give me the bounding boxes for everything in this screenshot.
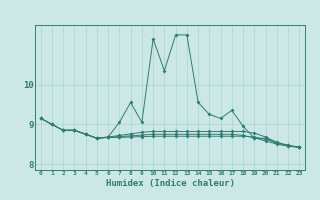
X-axis label: Humidex (Indice chaleur): Humidex (Indice chaleur) bbox=[106, 179, 235, 188]
